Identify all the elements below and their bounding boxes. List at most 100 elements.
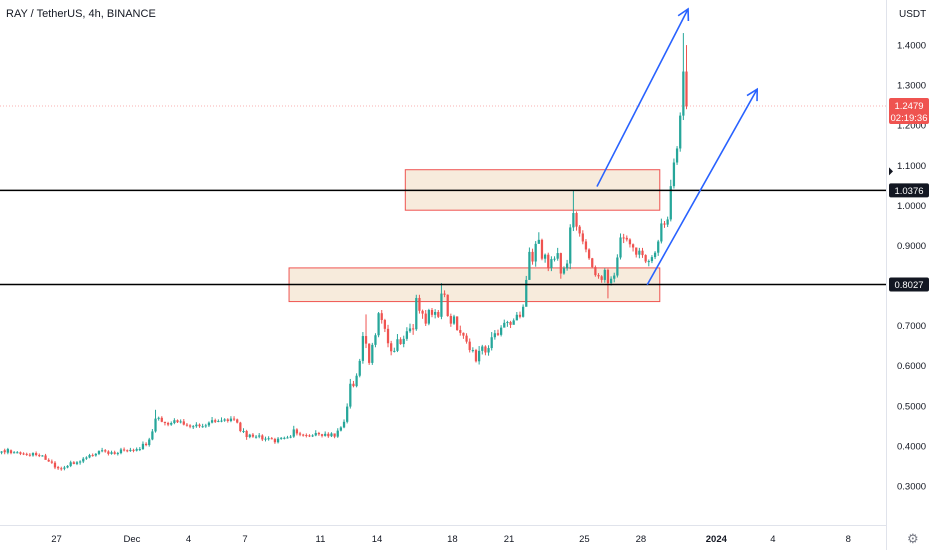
candle-body bbox=[44, 455, 47, 460]
candle-body bbox=[88, 455, 91, 458]
candle bbox=[295, 428, 299, 436]
candle-body bbox=[78, 461, 82, 463]
candle-body bbox=[672, 162, 676, 187]
candle-body bbox=[254, 436, 258, 438]
symbol-title[interactable]: RAY / TetherUS, 4h, BINANCE bbox=[6, 8, 156, 20]
candle-body bbox=[562, 268, 566, 274]
candle-body bbox=[0, 451, 3, 453]
candle-body bbox=[531, 251, 534, 262]
currency-label[interactable]: USDT bbox=[899, 9, 927, 20]
candle-body bbox=[176, 420, 179, 423]
candle-body bbox=[443, 293, 446, 295]
candle bbox=[305, 433, 308, 438]
candle-body bbox=[100, 450, 104, 452]
candle bbox=[405, 327, 408, 341]
candle bbox=[650, 255, 654, 264]
candle bbox=[41, 455, 44, 457]
candle-body bbox=[594, 267, 597, 276]
candle-body bbox=[421, 310, 424, 314]
candle-body bbox=[9, 450, 13, 454]
candle bbox=[371, 342, 374, 365]
candle bbox=[565, 259, 569, 271]
candle bbox=[540, 238, 544, 261]
candle-body bbox=[229, 418, 233, 422]
candle bbox=[280, 437, 283, 440]
candle bbox=[19, 451, 22, 456]
candle-body bbox=[518, 314, 522, 317]
candle bbox=[182, 419, 185, 426]
candle-body bbox=[336, 430, 339, 437]
candle-body bbox=[521, 306, 525, 317]
candle-body bbox=[207, 422, 211, 426]
candle-body bbox=[210, 420, 214, 423]
candle bbox=[239, 421, 242, 433]
candle bbox=[628, 238, 632, 248]
candle bbox=[594, 265, 597, 277]
candle-body bbox=[320, 434, 324, 436]
candle bbox=[273, 437, 277, 444]
candle-body bbox=[393, 350, 396, 352]
candle bbox=[402, 335, 405, 348]
candle bbox=[393, 347, 396, 353]
candle-body bbox=[635, 247, 638, 255]
upper-arrow-line[interactable] bbox=[596, 8, 689, 187]
candle bbox=[638, 247, 641, 259]
candle bbox=[56, 465, 60, 470]
candle bbox=[91, 453, 94, 457]
candle-body bbox=[160, 417, 163, 422]
candle-body bbox=[440, 293, 443, 317]
candle-body bbox=[154, 418, 157, 432]
candle bbox=[122, 447, 126, 452]
candle-body bbox=[685, 71, 688, 107]
candle-body bbox=[581, 233, 584, 242]
lower-arrow-line[interactable] bbox=[646, 88, 758, 286]
candle bbox=[25, 452, 28, 456]
candle bbox=[248, 433, 251, 439]
candle bbox=[584, 239, 588, 253]
candle-body bbox=[484, 346, 487, 353]
candle-body bbox=[682, 71, 685, 116]
candle-body bbox=[63, 467, 66, 469]
candle bbox=[578, 225, 581, 237]
candle bbox=[355, 373, 358, 388]
candle bbox=[427, 308, 430, 326]
candle bbox=[336, 428, 339, 438]
candle bbox=[148, 437, 151, 447]
candle bbox=[82, 457, 85, 464]
candle-body bbox=[151, 431, 154, 440]
candle-body bbox=[543, 254, 547, 259]
candle-body bbox=[578, 226, 581, 234]
candle bbox=[562, 266, 566, 275]
candle-body bbox=[572, 213, 575, 228]
candle-body bbox=[647, 261, 650, 263]
candle-body bbox=[311, 435, 314, 437]
candle bbox=[415, 294, 418, 331]
candle-body bbox=[236, 419, 239, 423]
candle bbox=[327, 432, 330, 438]
candle bbox=[506, 320, 509, 327]
candle bbox=[616, 254, 619, 278]
gear-icon[interactable]: ⚙ bbox=[907, 531, 919, 546]
candle-body bbox=[493, 333, 496, 338]
candle-body bbox=[625, 237, 628, 240]
candle-body bbox=[591, 258, 594, 268]
candle bbox=[512, 318, 515, 325]
candle-body bbox=[35, 453, 38, 456]
candle bbox=[449, 313, 452, 327]
candle bbox=[446, 294, 449, 317]
candle bbox=[591, 257, 594, 268]
candle-body bbox=[496, 333, 500, 335]
candle-body bbox=[386, 328, 390, 344]
candle bbox=[575, 211, 578, 231]
candle bbox=[232, 416, 236, 422]
candle bbox=[217, 419, 220, 423]
candle-body bbox=[609, 278, 613, 284]
level-badge-label: 0.8027 bbox=[894, 280, 923, 291]
x-tick-label: 11 bbox=[316, 534, 326, 545]
candle bbox=[493, 330, 496, 340]
candle bbox=[377, 311, 380, 338]
candle bbox=[22, 452, 25, 456]
candle bbox=[534, 241, 537, 267]
upper-arrow-head bbox=[677, 7, 690, 22]
